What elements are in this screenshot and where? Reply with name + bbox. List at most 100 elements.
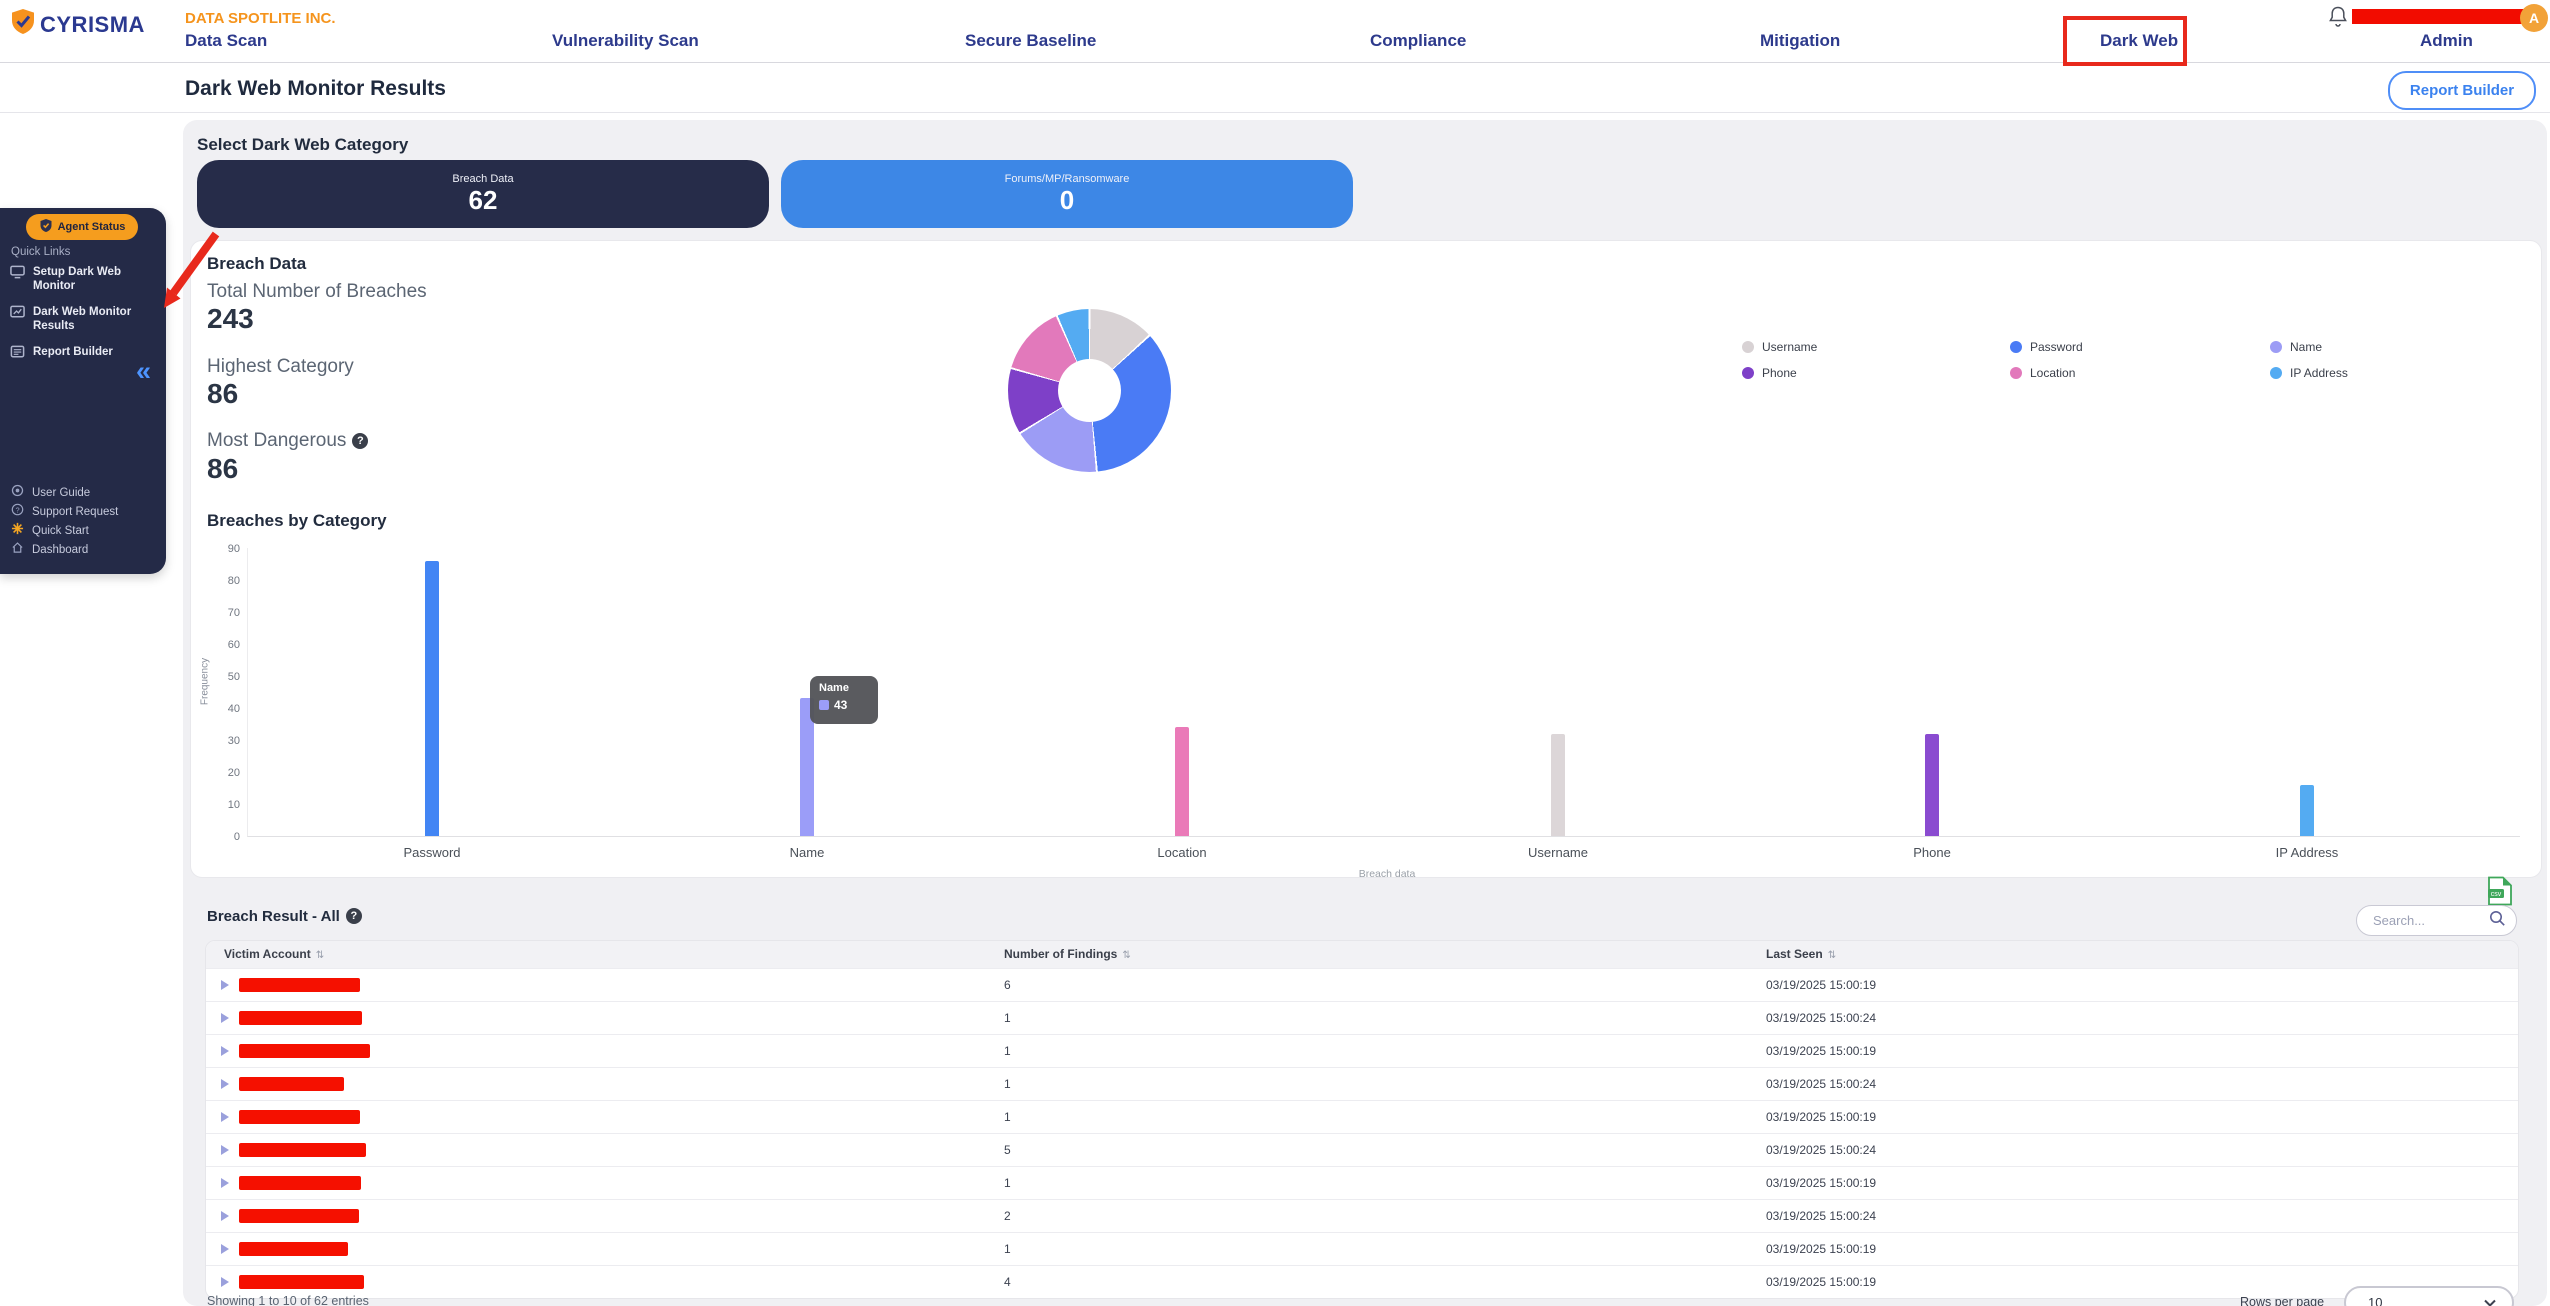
rows-per-page-select[interactable]: 10	[2344, 1286, 2514, 1306]
legend-item: Phone	[1742, 366, 1797, 380]
redacted-victim-account	[239, 1077, 344, 1091]
column-header-victim-account[interactable]: Victim Account ⇅	[224, 947, 325, 961]
table-row[interactable]: 6 03/19/2025 15:00:19	[206, 968, 2518, 1001]
sidebar-item-quick-start[interactable]: Quick Start	[11, 522, 89, 540]
last-seen-cell: 03/19/2025 15:00:24	[1766, 1209, 1877, 1223]
redacted-user-name	[2352, 9, 2534, 24]
sort-icon[interactable]: ⇅	[1122, 950, 1131, 961]
sidebar-item-setup-dark-web-monitor[interactable]: Setup Dark Web Monitor	[10, 265, 151, 293]
sort-icon[interactable]: ⇅	[315, 950, 325, 961]
expand-arrow-icon[interactable]	[221, 1079, 229, 1089]
spark-icon	[11, 522, 24, 540]
report-builder-button[interactable]: Report Builder	[2388, 71, 2536, 110]
rows-per-page-label: Rows per page	[2240, 1295, 2325, 1306]
sort-icon[interactable]: ⇅	[1827, 950, 1837, 961]
expand-arrow-icon[interactable]	[221, 1178, 229, 1188]
findings-cell: 1	[1004, 1110, 1011, 1124]
bar-password[interactable]	[425, 560, 439, 836]
findings-cell: 5	[1004, 1143, 1011, 1157]
table-row[interactable]: 4 03/19/2025 15:00:19	[206, 1265, 2518, 1298]
bar-location[interactable]	[1175, 727, 1189, 836]
x-category-label: Password	[403, 845, 461, 860]
table-row[interactable]: 1 03/19/2025 15:00:24	[206, 1001, 2518, 1034]
csv-export-icon[interactable]: csv	[2487, 876, 2513, 911]
last-seen-cell: 03/19/2025 15:00:19	[1766, 1176, 1877, 1190]
expand-arrow-icon[interactable]	[221, 1211, 229, 1221]
table-row[interactable]: 2 03/19/2025 15:00:24	[206, 1199, 2518, 1232]
y-tick-label: 60	[227, 639, 240, 651]
nav-item-dark-web[interactable]: Dark Web	[2100, 31, 2179, 50]
category-card-breach-data[interactable]: Breach Data 62	[197, 160, 769, 228]
sidebar-item-dark-web-monitor-results[interactable]: Dark Web Monitor Results	[10, 305, 151, 333]
findings-cell: 1	[1004, 1077, 1011, 1091]
info-icon[interactable]: ?	[345, 908, 362, 924]
table-row[interactable]: 5 03/19/2025 15:00:24	[206, 1133, 2518, 1166]
category-card-value: 0	[1059, 185, 1075, 215]
nav-item-compliance[interactable]: Compliance	[1370, 31, 1467, 50]
sidebar-item-user-guide[interactable]: User Guide	[11, 484, 90, 502]
monitor-chart-icon	[10, 305, 25, 333]
last-seen-cell: 03/19/2025 15:00:19	[1766, 1242, 1877, 1256]
brand-name: CYRISMA	[40, 11, 145, 37]
table-row[interactable]: 1 03/19/2025 15:00:19	[206, 1034, 2518, 1067]
search-box	[2356, 905, 2517, 936]
page-title: Dark Web Monitor Results	[185, 77, 446, 100]
sidebar-item-report-builder[interactable]: Report Builder	[10, 345, 151, 364]
bar-username[interactable]	[1551, 733, 1565, 836]
category-card-forums[interactable]: Forums/MP/Ransomware 0	[781, 160, 1353, 228]
stat-label: Highest Category	[207, 356, 354, 377]
sidebar-collapse-button[interactable]: «	[136, 356, 152, 386]
bar-ip-address[interactable]	[2300, 784, 2314, 836]
x-axis-label: Breach data	[1358, 868, 1416, 880]
search-icon[interactable]	[2488, 909, 2506, 932]
avatar[interactable]: A	[2520, 4, 2548, 32]
breach-result-table: Victim Account ⇅ Number of Findings ⇅ Last…	[205, 940, 2519, 1299]
home-icon	[11, 541, 24, 559]
column-header-number-of-findings[interactable]: Number of Findings ⇅	[1004, 947, 1131, 961]
report-icon	[10, 345, 25, 364]
bar-name[interactable]	[800, 698, 814, 836]
stat-label: Most Dangerous?	[207, 430, 369, 452]
table-row[interactable]: 1 03/19/2025 15:00:19	[206, 1100, 2518, 1133]
donut-hole	[1058, 359, 1121, 422]
expand-arrow-icon[interactable]	[221, 1013, 229, 1023]
x-category-label: Location	[1157, 845, 1207, 860]
y-tick-label: 0	[233, 831, 240, 843]
bar-chart: Frequency Breach data 0 10 20 30 40 50 60 70 80 9…	[200, 543, 2520, 880]
table-row[interactable]: 1 03/19/2025 15:00:24	[206, 1067, 2518, 1100]
column-header-last-seen[interactable]: Last Seen ⇅	[1766, 947, 1837, 961]
shield-check-icon	[39, 218, 53, 236]
table-row[interactable]: 1 03/19/2025 15:00:19	[206, 1232, 2518, 1265]
nav-item-data-scan[interactable]: Data Scan	[185, 31, 268, 50]
redacted-victim-account	[239, 1110, 360, 1124]
nav-item-vulnerability-scan[interactable]: Vulnerability Scan	[552, 31, 699, 50]
org-label: DATA SPOTLITE INC.	[185, 10, 336, 27]
nav-item-secure-baseline[interactable]: Secure Baseline	[965, 31, 1097, 50]
redacted-victim-account	[239, 1209, 359, 1223]
agent-status-button[interactable]: Agent Status	[26, 214, 138, 240]
expand-arrow-icon[interactable]	[221, 1244, 229, 1254]
bar-phone[interactable]	[1925, 733, 1939, 836]
expand-arrow-icon[interactable]	[221, 980, 229, 990]
nav-item-mitigation[interactable]: Mitigation	[1760, 31, 1841, 50]
expand-arrow-icon[interactable]	[221, 1277, 229, 1287]
expand-arrow-icon[interactable]	[221, 1112, 229, 1122]
last-seen-cell: 03/19/2025 15:00:19	[1766, 1044, 1877, 1058]
last-seen-cell: 03/19/2025 15:00:19	[1766, 1110, 1877, 1124]
findings-cell: 1	[1004, 1011, 1011, 1025]
y-tick-label: 40	[227, 703, 240, 715]
notification-bell-icon[interactable]	[2328, 5, 2348, 34]
last-seen-cell: 03/19/2025 15:00:19	[1766, 978, 1877, 992]
expand-arrow-icon[interactable]	[221, 1145, 229, 1155]
search-input[interactable]	[2371, 912, 2482, 929]
brand-logo: CYRISMA	[10, 8, 145, 41]
header-divider	[0, 62, 2550, 63]
info-icon[interactable]: ?	[352, 433, 369, 449]
nav-item-admin[interactable]: Admin	[2420, 31, 2473, 50]
svg-text:csv: csv	[2491, 891, 2502, 898]
expand-arrow-icon[interactable]	[221, 1046, 229, 1056]
sidebar-item-support-request[interactable]: ? Support Request	[11, 503, 118, 521]
x-category-label: Username	[1528, 845, 1588, 860]
table-row[interactable]: 1 03/19/2025 15:00:19	[206, 1166, 2518, 1199]
sidebar-item-dashboard[interactable]: Dashboard	[11, 541, 88, 559]
